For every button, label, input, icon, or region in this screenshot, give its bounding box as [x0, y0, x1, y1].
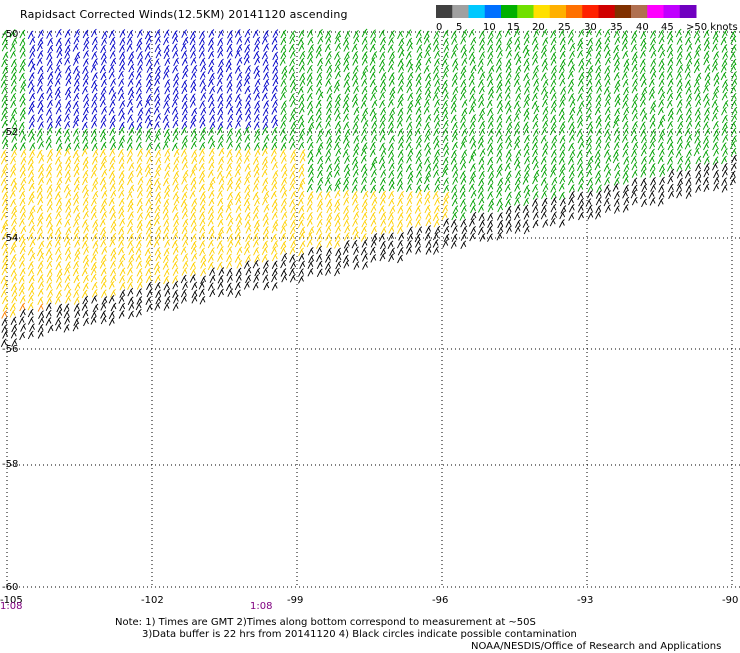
lon-label-5: -93 [577, 595, 593, 606]
legend-swatch [647, 5, 664, 18]
legend-label: 30 [584, 22, 597, 33]
lon-label-3: -99 [287, 595, 303, 606]
time-label-2: 1:08 [250, 601, 272, 612]
legend-swatch [452, 5, 469, 18]
lat-label-3: -54 [2, 233, 18, 244]
legend-label: 10 [483, 22, 496, 33]
legend-label: 40 [636, 22, 649, 33]
wind-speed-legend: 0 5 10 15 20 25 30 35 40 45 >50 knots [436, 5, 738, 33]
lat-label-6: -60 [2, 582, 18, 593]
legend-swatch [501, 5, 518, 18]
legend-label: 20 [532, 22, 545, 33]
longitude-labels: -105 -102 -99 -96 -93 -90 [0, 595, 738, 606]
time-label-1: 1:08 [0, 601, 22, 612]
map-title: Rapidsact Corrected Winds(12.5KM) 201411… [20, 8, 348, 21]
lon-label-4: -96 [432, 595, 448, 606]
lat-label-4: -56 [2, 344, 18, 355]
legend-label: >50 knots [686, 22, 738, 33]
legend-label: 35 [610, 22, 623, 33]
legend-swatch [533, 5, 551, 18]
legend-swatch [614, 5, 632, 18]
lat-lon-grid [6, 31, 740, 588]
legend-swatch [663, 5, 681, 18]
legend-swatch [582, 5, 599, 18]
lat-label-1: -50 [2, 29, 18, 40]
legend-swatch [517, 5, 534, 18]
time-labels: 1:08 1:08 [0, 601, 272, 612]
note-line-2: 3)Data buffer is 22 hrs from 20141120 4)… [142, 629, 577, 640]
latitude-labels: -50 -52 -54 -56 -58 -60 [2, 29, 18, 593]
legend-swatch [468, 5, 486, 18]
legend-swatch [566, 5, 583, 18]
legend-swatch [549, 5, 567, 18]
note-line-1: Note: 1) Times are GMT 2)Times along bot… [115, 617, 536, 628]
legend-swatch [484, 5, 502, 18]
legend-swatch [679, 5, 697, 18]
legend-label: 0 [436, 22, 442, 33]
wind-barbs [0, 28, 738, 348]
lon-label-6: -90 [722, 595, 738, 606]
legend-swatch [436, 5, 453, 18]
lat-label-5: -58 [2, 459, 18, 470]
note-line-3: NOAA/NESDIS/Office of Research and Appli… [471, 641, 722, 652]
legend-swatch [631, 5, 648, 18]
legend-label: 5 [456, 22, 462, 33]
legend-label: 45 [661, 22, 674, 33]
lon-label-1: -105 [0, 595, 23, 606]
lon-label-2: -102 [141, 595, 164, 606]
legend-swatch [598, 5, 616, 18]
legend-label: 15 [507, 22, 520, 33]
lat-label-2: -52 [2, 127, 18, 138]
legend-label: 25 [558, 22, 571, 33]
